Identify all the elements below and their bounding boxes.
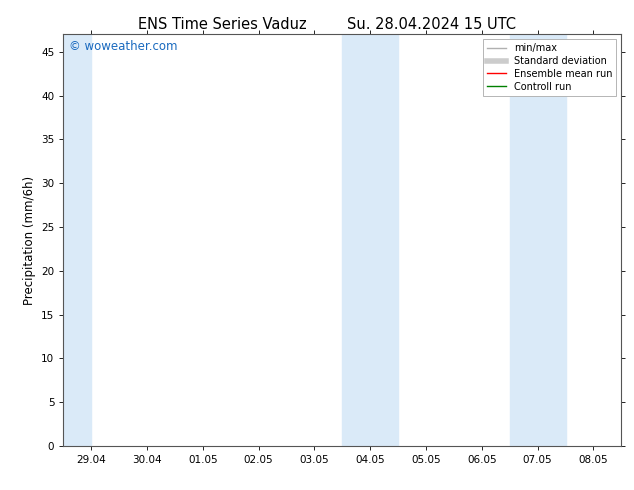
Legend: min/max, Standard deviation, Ensemble mean run, Controll run: min/max, Standard deviation, Ensemble me… (483, 39, 616, 96)
Bar (63, 34, 91, 446)
Text: © woweather.com: © woweather.com (69, 41, 178, 53)
Bar (342, 34, 398, 446)
Text: ENS Time Series Vaduz: ENS Time Series Vaduz (138, 17, 306, 32)
Y-axis label: Precipitation (mm/6h): Precipitation (mm/6h) (23, 175, 36, 305)
Text: Su. 28.04.2024 15 UTC: Su. 28.04.2024 15 UTC (347, 17, 515, 32)
Bar (510, 34, 566, 446)
